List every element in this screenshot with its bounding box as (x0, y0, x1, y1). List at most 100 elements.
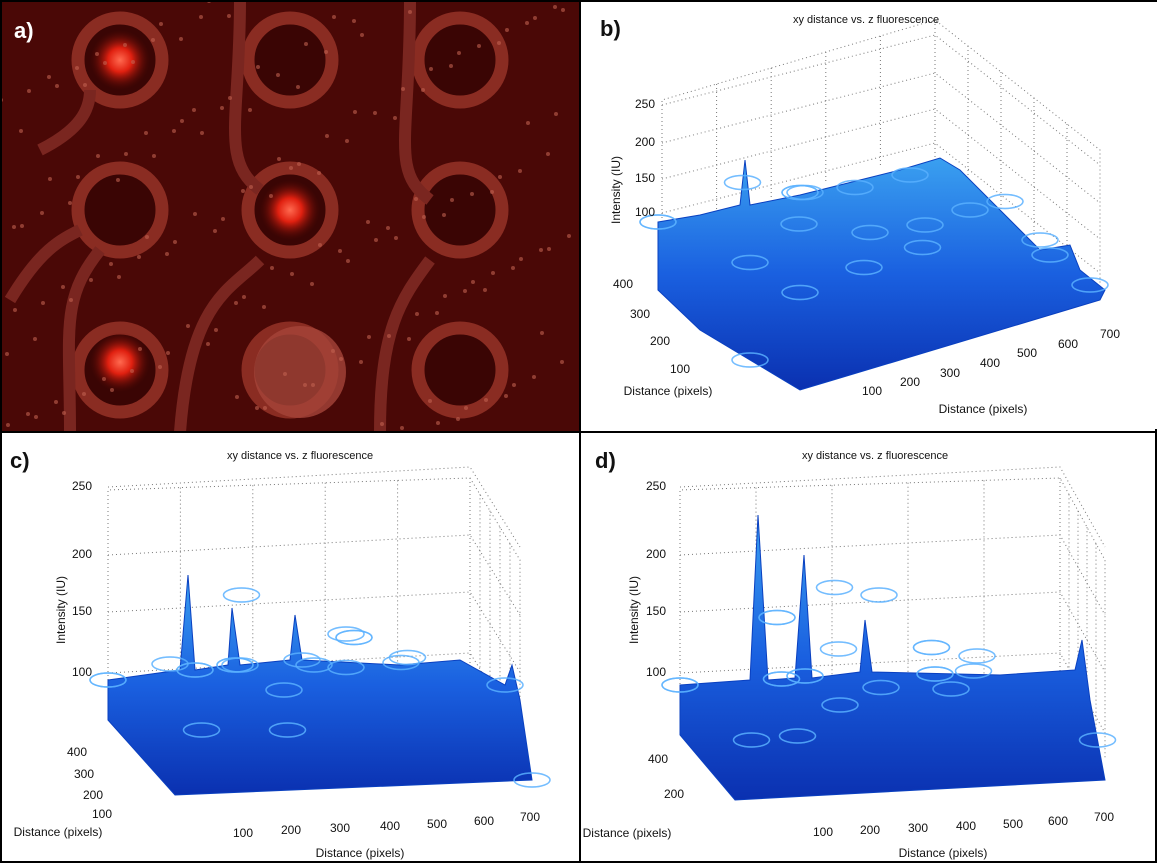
z-tick-label: 200 (635, 135, 655, 149)
surface-ring (661, 677, 699, 693)
bead (400, 426, 404, 430)
bead (470, 192, 474, 196)
bead (19, 129, 23, 133)
well-ring (411, 161, 509, 259)
well-ring (241, 11, 339, 109)
bead (360, 33, 364, 37)
surface-ring (845, 259, 883, 276)
surface-ring (327, 626, 365, 642)
bead (172, 129, 176, 133)
bead (159, 22, 163, 26)
y-tick-label: 400 (613, 277, 633, 291)
bead (41, 301, 45, 305)
surface-ring (912, 639, 951, 656)
bead (137, 255, 141, 259)
bead (414, 197, 418, 201)
bead (69, 298, 73, 302)
bead (443, 294, 447, 298)
bead (296, 85, 300, 89)
bead (338, 249, 342, 253)
bead (249, 185, 253, 189)
bead (34, 415, 38, 419)
channel (62, 246, 105, 433)
bead (276, 73, 280, 77)
channel (4, 224, 83, 304)
x-tick-label: 100 (862, 384, 882, 398)
bead (151, 38, 155, 42)
bead (241, 189, 245, 193)
panel-label: d) (595, 448, 616, 473)
surface-ring (732, 732, 771, 748)
surface-ring (1021, 232, 1059, 248)
plot-title: xy distance vs. z fluorescence (793, 14, 939, 26)
bead (6, 423, 10, 427)
surface-ring (780, 216, 818, 232)
bead (546, 152, 550, 156)
surface-ring (758, 609, 796, 626)
x-tick-label: 600 (474, 814, 494, 828)
x-tick-label: 500 (1017, 346, 1037, 360)
bead (54, 400, 58, 404)
blob (254, 326, 346, 418)
bead (199, 15, 203, 19)
surface-ring (486, 677, 524, 693)
x-tick-label: 500 (427, 817, 447, 831)
bead (436, 421, 440, 425)
z-tick-label: 150 (72, 604, 92, 618)
bead (540, 331, 544, 335)
bead (82, 392, 86, 396)
bead (47, 75, 51, 79)
z-tick-label: 100 (635, 205, 655, 219)
bead (491, 271, 495, 275)
grid-box (679, 477, 1106, 760)
grid-line (679, 591, 1106, 673)
well-ring (71, 161, 169, 259)
bead (248, 108, 252, 112)
y-tick-label: 200 (650, 334, 670, 348)
bead (158, 365, 162, 369)
bead (263, 406, 267, 410)
bead (180, 119, 184, 123)
channel (399, 0, 434, 205)
bead (96, 154, 100, 158)
bead (408, 10, 412, 14)
surface-ring (335, 629, 373, 646)
bead (255, 406, 259, 410)
surface-ring (182, 722, 221, 738)
y-tick-label: 100 (670, 362, 690, 376)
bead (464, 406, 468, 410)
bead (234, 301, 238, 305)
bead (130, 369, 134, 373)
surface-ring (268, 722, 307, 738)
bead (311, 383, 315, 387)
bead (386, 226, 390, 230)
surface-ring (731, 352, 769, 368)
bead (512, 383, 516, 387)
bead (532, 375, 536, 379)
bead (95, 52, 99, 56)
grid-line (107, 466, 521, 548)
z-axis-label: Intensity (IU) (54, 576, 68, 644)
bead (429, 67, 433, 71)
bead (76, 175, 80, 179)
bead (109, 262, 113, 266)
z-tick-label: 250 (72, 479, 92, 493)
bead (526, 121, 530, 125)
surface-ring (216, 657, 254, 673)
surface-ring (815, 579, 854, 596)
bead (367, 335, 371, 339)
y-tick-label: 200 (664, 787, 684, 801)
bead (145, 235, 149, 239)
bead (352, 19, 356, 23)
bead (13, 308, 17, 312)
bead (200, 131, 204, 135)
bead (68, 201, 72, 205)
bead (450, 198, 454, 202)
bead (61, 285, 65, 289)
bead (116, 178, 120, 182)
y-tick-label: 300 (630, 307, 650, 321)
bead (256, 65, 260, 69)
bead (144, 131, 148, 135)
surface-ring (891, 167, 929, 183)
